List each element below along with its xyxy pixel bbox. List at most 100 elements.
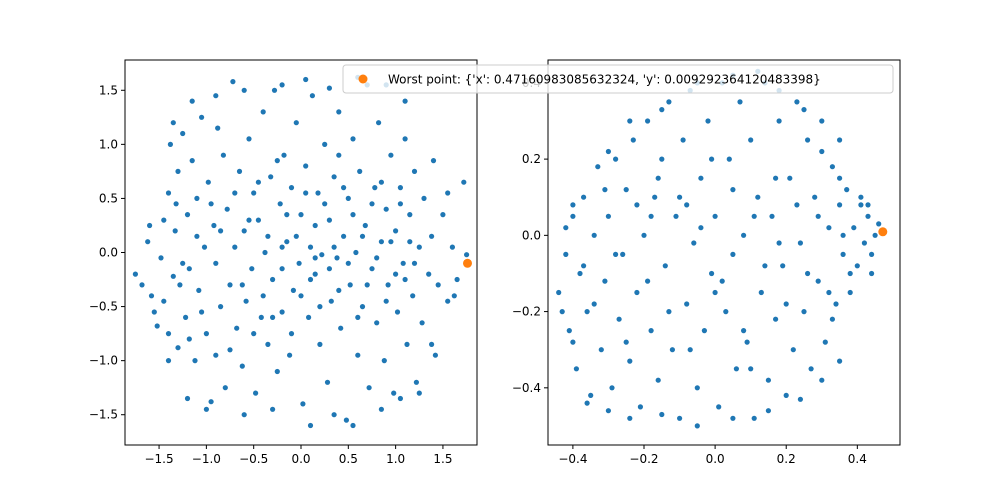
data-point [556, 289, 562, 296]
data-point [175, 345, 181, 351]
data-point [769, 213, 775, 219]
data-point [402, 276, 408, 283]
data-point [218, 228, 224, 234]
data-point [328, 298, 334, 304]
data-point [865, 213, 871, 219]
data-point [865, 202, 871, 208]
data-point [203, 406, 209, 412]
data-point [213, 352, 219, 358]
data-point [840, 232, 846, 238]
data-point [224, 206, 230, 212]
data-point [407, 212, 413, 218]
data-point [172, 228, 178, 234]
data-point [402, 98, 408, 104]
data-point [251, 331, 257, 337]
data-point [581, 194, 587, 200]
data-point [701, 328, 708, 334]
data-point [284, 212, 290, 218]
data-point [208, 201, 214, 207]
data-point [243, 298, 249, 304]
data-point [239, 363, 245, 369]
data-point [449, 244, 455, 250]
data-point [744, 339, 750, 345]
data-point [288, 185, 295, 191]
data-point [794, 99, 800, 105]
data-point [364, 282, 370, 288]
y-tick-label: −1.0 [89, 354, 118, 368]
x-tick-label: 0.5 [339, 452, 358, 466]
data-point [203, 331, 209, 337]
data-point [876, 221, 882, 227]
data-point [623, 187, 629, 193]
data-point [730, 415, 736, 421]
axes-frame [547, 59, 901, 446]
data-point [218, 304, 224, 310]
data-point [298, 212, 304, 218]
x-tick-label: −0.4 [558, 452, 587, 466]
data-point [249, 266, 255, 272]
data-point [627, 358, 633, 364]
data-point [220, 152, 226, 158]
data-point [165, 190, 172, 196]
data-point [378, 179, 384, 185]
data-point [609, 385, 615, 391]
data-point [268, 174, 274, 180]
data-point [145, 239, 151, 245]
data-point [241, 412, 247, 418]
data-point [196, 287, 202, 293]
data-point [691, 240, 697, 246]
data-point [687, 347, 693, 353]
data-point [175, 168, 181, 174]
y-tick-label: 0.2 [522, 152, 541, 166]
data-point [822, 339, 828, 345]
data-point [255, 217, 261, 223]
data-point [719, 278, 725, 284]
data-point [265, 341, 271, 347]
data-point [331, 412, 337, 418]
data-point [227, 347, 233, 353]
data-point [347, 282, 353, 288]
data-point [290, 287, 296, 293]
data-point [762, 263, 768, 269]
data-point [751, 213, 757, 219]
data-point [677, 415, 683, 421]
data-point [705, 118, 711, 124]
data-point [288, 331, 295, 337]
data-point [300, 401, 306, 407]
data-point [726, 156, 732, 162]
data-point [595, 164, 601, 170]
data-point [274, 158, 280, 164]
data-point [331, 244, 337, 250]
data-point [279, 82, 285, 88]
data-point [655, 175, 661, 181]
data-point [780, 263, 786, 269]
data-point [232, 244, 238, 250]
data-point [279, 266, 285, 272]
data-point [173, 201, 179, 207]
data-point [303, 163, 309, 169]
data-point [296, 260, 302, 266]
data-point [858, 202, 864, 208]
data-point [326, 85, 332, 91]
data-point [677, 194, 683, 200]
data-point [336, 152, 342, 158]
data-point [260, 109, 266, 115]
data-point [355, 352, 361, 358]
data-point [454, 276, 460, 283]
data-point [274, 368, 280, 375]
data-point [287, 352, 293, 358]
data-point [215, 125, 221, 131]
data-point [147, 222, 153, 229]
data-point [819, 118, 825, 124]
data-point [385, 282, 391, 288]
data-point [388, 239, 394, 245]
data-point [659, 156, 665, 162]
data-point [241, 228, 247, 234]
data-point [773, 316, 779, 322]
data-point [213, 260, 219, 266]
data-point [303, 76, 309, 83]
data-point [808, 366, 814, 372]
data-point [602, 187, 608, 193]
data-point [413, 379, 419, 385]
data-point [186, 336, 192, 342]
